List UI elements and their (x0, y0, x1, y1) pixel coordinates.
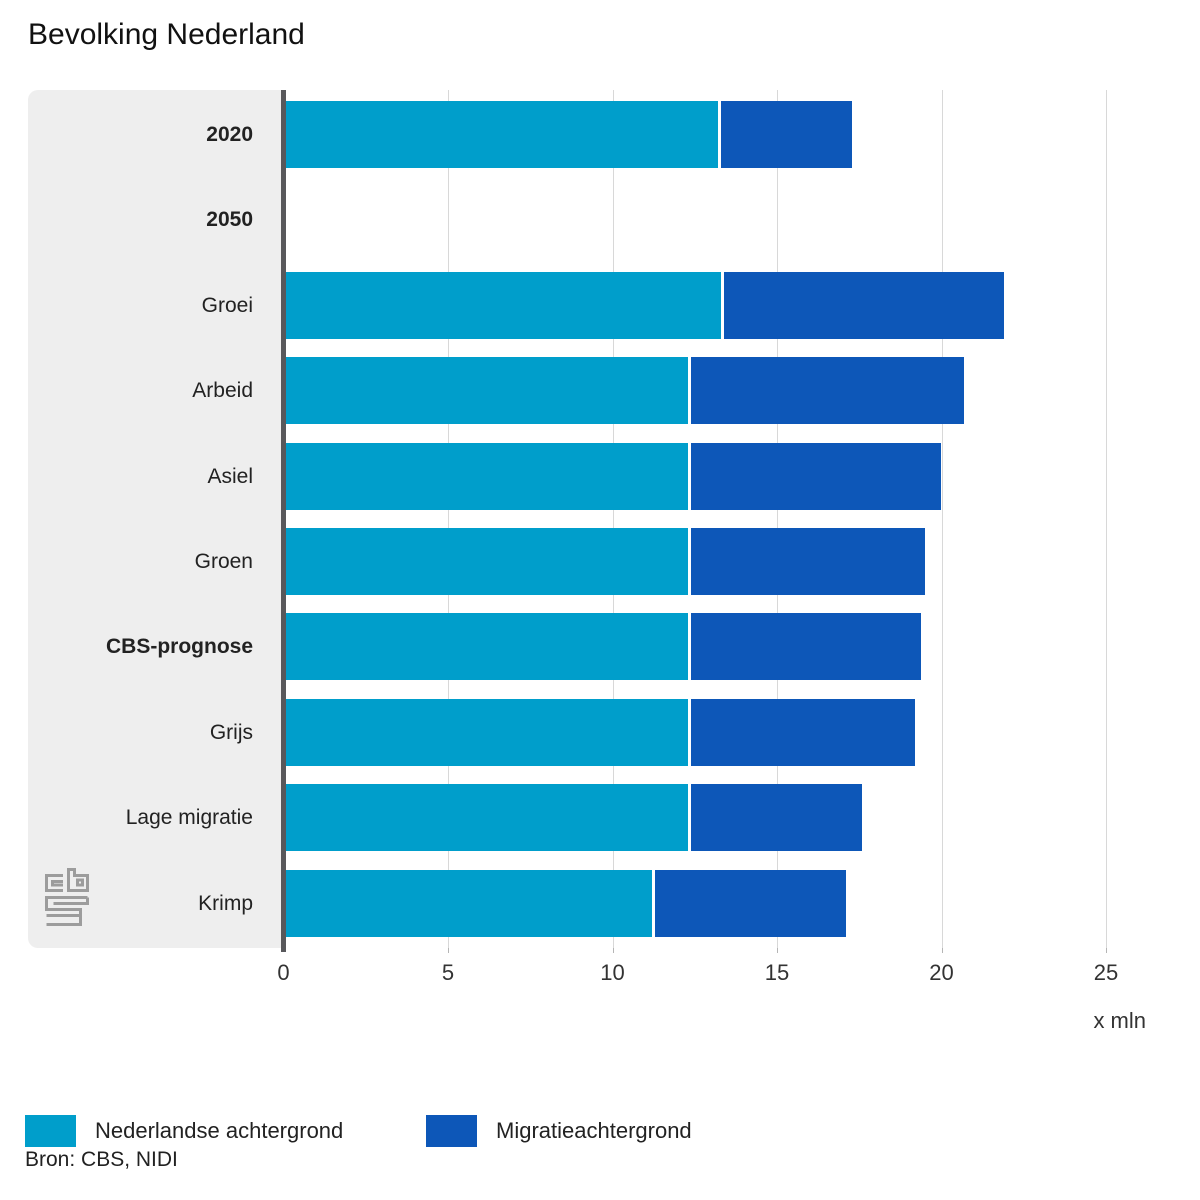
bar-segment-nederlandse-achtergrond (286, 442, 689, 510)
legend-swatch-nederlandse-achtergrond (25, 1115, 76, 1147)
bar-segment-nederlandse-achtergrond (286, 613, 689, 681)
tick-mark-15 (777, 948, 778, 953)
x-tick-label-15: 15 (764, 960, 790, 985)
category-label-asiel: Asiel (207, 464, 253, 488)
legend-swatch-migratieachtergrond (426, 1115, 477, 1147)
bar-segment-migratieachtergrond (691, 528, 925, 595)
cbs-logo (45, 868, 89, 926)
bar-segment-migratieachtergrond (691, 698, 915, 766)
category-panel (28, 90, 281, 948)
gridline-20 (941, 90, 943, 948)
tick-mark-5 (448, 948, 449, 953)
legend-label-migratieachtergrond: Migratieachtergrond (496, 1118, 692, 1143)
x-tick-label-5: 5 (441, 960, 455, 985)
gridline-10 (612, 90, 614, 948)
gridline-5 (448, 90, 449, 948)
bar-segment-nederlandse-achtergrond (286, 271, 722, 339)
legend-item-migratieachtergrond: Migratieachtergrond (426, 1112, 692, 1150)
category-label-cbs-prognose: CBS-prognose (106, 635, 253, 659)
bar-segment-migratieachtergrond (691, 784, 863, 852)
category-label-grijs: Grijs (209, 720, 253, 744)
category-label-2020: 2020 (206, 123, 253, 146)
category-label-arbeid: Arbeid (192, 379, 253, 403)
x-tick-label-10: 10 (600, 960, 625, 985)
bar-segment-nederlandse-achtergrond (286, 528, 689, 595)
legend-item-nederlandse-achtergrond: Nederlandse achtergrond (25, 1112, 343, 1150)
tick-mark-25 (1106, 948, 1107, 953)
category-label-groen: Groen (194, 550, 253, 573)
x-tick-label-0: 0 (277, 960, 290, 985)
x-tick-label-20: 20 (929, 960, 954, 985)
tick-mark-20 (941, 948, 943, 953)
category-label-krimp: Krimp (198, 891, 253, 915)
x-tick-label-25: 25 (1093, 960, 1119, 985)
axis-unit-label: x mln (1093, 1008, 1146, 1033)
bar-segment-nederlandse-achtergrond (286, 357, 689, 425)
source-note: Bron: CBS, NIDI (25, 1148, 178, 1171)
y-axis-line (281, 90, 286, 952)
bar-segment-nederlandse-achtergrond (286, 698, 689, 766)
category-label-groei: Groei (201, 293, 253, 317)
bar-segment-migratieachtergrond (691, 613, 922, 681)
bar-segment-migratieachtergrond (724, 271, 1004, 339)
bar-segment-nederlandse-achtergrond (286, 869, 652, 937)
legend-label-nederlandse-achtergrond: Nederlandse achtergrond (95, 1118, 344, 1143)
category-label-2050: 2050 (206, 208, 253, 232)
category-label-lage-migratie: Lage migratie (125, 806, 253, 830)
gridline-15 (777, 90, 778, 948)
bar-segment-migratieachtergrond (720, 101, 853, 168)
gridline-25 (1106, 90, 1107, 948)
bar-segment-nederlandse-achtergrond (286, 784, 689, 852)
bar-segment-nederlandse-achtergrond (286, 101, 718, 168)
bar-segment-migratieachtergrond (691, 442, 942, 510)
bar-segment-migratieachtergrond (691, 357, 965, 425)
chart-title: Bevolking Nederland (28, 18, 305, 51)
tick-mark-10 (612, 948, 614, 953)
bar-segment-migratieachtergrond (654, 869, 846, 937)
